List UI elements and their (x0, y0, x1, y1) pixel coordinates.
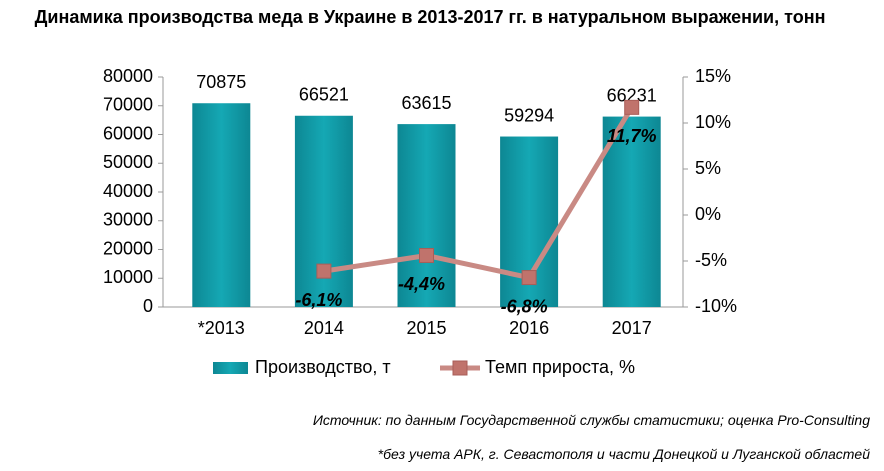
bar (192, 103, 251, 307)
footnote: *без учета АРК, г. Севастополя и части Д… (377, 446, 870, 462)
line-value-label: 11,7% (607, 126, 657, 146)
bar-value-label: 66521 (299, 85, 349, 105)
legend-label: Темп прироста, % (485, 357, 635, 377)
line-value-label: -4,4% (398, 274, 445, 294)
line-marker (521, 270, 537, 286)
legend-swatch (213, 362, 248, 374)
bar (397, 124, 456, 307)
bar-value-label: 70875 (196, 72, 246, 92)
y-tick-label: 0 (143, 296, 153, 316)
y2-tick-label: 10% (695, 112, 731, 132)
bar-value-label: 59294 (504, 105, 554, 125)
y-tick-label: 50000 (103, 152, 153, 172)
y-tick-label: 10000 (103, 267, 153, 287)
y2-tick-label: -5% (695, 250, 727, 270)
legend-swatch-marker (452, 360, 468, 376)
bar-value-label: 63615 (401, 93, 451, 113)
line-marker (624, 99, 640, 115)
y-tick-label: 40000 (103, 181, 153, 201)
y-tick-label: 20000 (103, 238, 153, 258)
line-series (323, 106, 634, 281)
source-note: Источник: по данным Государственной служ… (312, 412, 870, 428)
bar (602, 116, 661, 307)
x-tick-label: 2016 (509, 318, 549, 338)
x-tick-label: 2017 (612, 318, 652, 338)
y-tick-label: 30000 (103, 210, 153, 230)
y2-tick-label: -10% (695, 296, 737, 316)
y-tick-label: 70000 (103, 95, 153, 115)
x-tick-label: *2013 (198, 318, 245, 338)
legend-label: Производство, т (255, 357, 391, 377)
line-marker (316, 263, 332, 279)
y2-tick-label: 5% (695, 158, 721, 178)
x-tick-label: 2015 (406, 318, 446, 338)
line-value-label: -6,8% (501, 296, 548, 316)
y2-tick-label: 0% (695, 204, 721, 224)
y-tick-label: 80000 (103, 66, 153, 86)
y2-tick-label: 15% (695, 66, 731, 86)
y-tick-label: 60000 (103, 123, 153, 143)
line-marker (419, 247, 434, 263)
line-value-label: -6,1% (295, 290, 342, 310)
chart-title: Динамика производства меда в Украине в 2… (34, 7, 826, 27)
x-tick-label: 2014 (304, 318, 344, 338)
bar-value-label: 66231 (607, 85, 657, 105)
